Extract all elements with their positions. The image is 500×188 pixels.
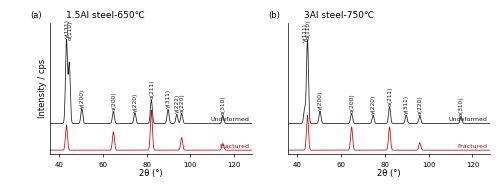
Text: α(110): α(110) (67, 20, 72, 40)
Text: α(211): α(211) (388, 86, 392, 106)
Text: Undeformed: Undeformed (211, 117, 250, 122)
Text: α(310): α(310) (221, 95, 226, 115)
X-axis label: 2θ (°): 2θ (°) (378, 169, 401, 178)
Text: 1.5Al steel-650℃: 1.5Al steel-650℃ (66, 11, 145, 20)
Text: γ(200): γ(200) (318, 91, 323, 110)
Text: (b): (b) (268, 11, 280, 20)
Text: γ(311): γ(311) (404, 95, 409, 114)
Text: 3Al steel-750℃: 3Al steel-750℃ (304, 11, 374, 20)
Text: γ(311): γ(311) (166, 89, 171, 108)
Text: γ(111): γ(111) (302, 23, 308, 42)
Text: γ(222): γ(222) (174, 94, 180, 113)
Text: α(220): α(220) (418, 95, 422, 115)
Y-axis label: Intensity / cps: Intensity / cps (38, 59, 47, 118)
Text: (a): (a) (30, 11, 42, 20)
X-axis label: 2θ (°): 2θ (°) (139, 169, 162, 178)
Text: γ(220): γ(220) (133, 92, 138, 112)
Text: α(310): α(310) (459, 96, 464, 116)
Text: α(200): α(200) (350, 93, 354, 112)
Text: α(211): α(211) (150, 80, 154, 99)
Text: γ(200): γ(200) (80, 88, 84, 108)
Text: Undeformed: Undeformed (449, 117, 488, 122)
Text: γ(111): γ(111) (64, 19, 70, 38)
Text: α(110): α(110) (306, 20, 310, 39)
Text: γ(220): γ(220) (371, 95, 376, 114)
Text: Fractured: Fractured (458, 144, 488, 149)
Text: α(220): α(220) (180, 93, 184, 112)
Text: α(200): α(200) (112, 91, 116, 111)
Text: Fractured: Fractured (220, 144, 250, 149)
